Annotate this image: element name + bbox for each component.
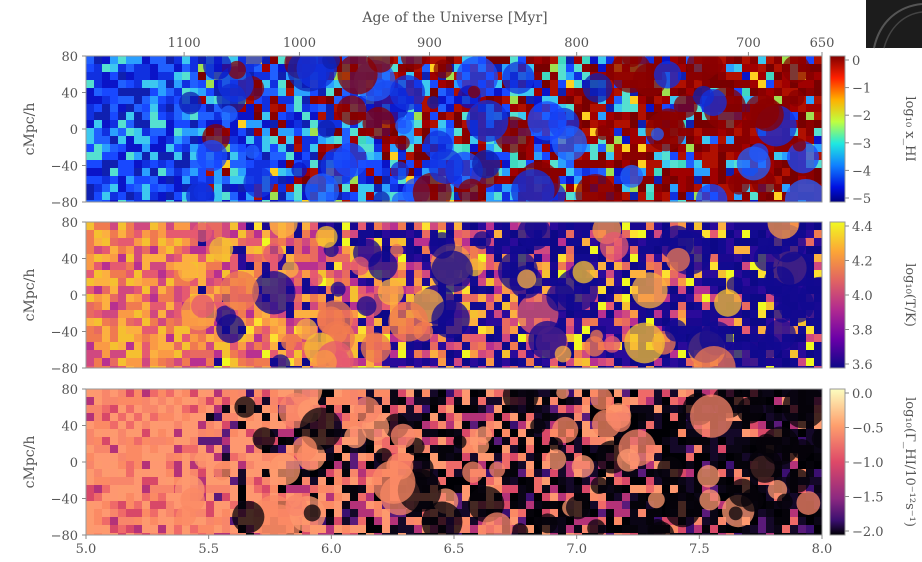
colorbar-tick-label: 4.4 [852, 220, 873, 235]
y-tick-label: 0 [70, 289, 78, 304]
x-tick-label: 6.5 [444, 542, 465, 557]
colorbar-tick-label: 4.0 [852, 289, 873, 304]
top-tick-label: 650 [810, 36, 835, 51]
y-tick-label: 80 [61, 50, 78, 65]
colorbar-label: log₁₀ x_HI [902, 96, 917, 161]
colorbar-2: 4.4 4.2 4.0 3.8 3.6 log₁₀(T/K) [829, 220, 917, 373]
y-tick-label: −40 [51, 326, 78, 341]
colorbar-tick-label: −1 [852, 82, 871, 97]
colorbar-tick-label: 0.0 [852, 387, 873, 402]
y-tick-label: 40 [61, 253, 78, 268]
colorbar-tick-label: −1.5 [852, 491, 884, 506]
y-axis-label: cMpc/h [22, 269, 38, 322]
colorbar-tick-label: −0.5 [852, 422, 884, 437]
y-tick-label: 40 [61, 87, 78, 102]
top-tick-label: 1100 [168, 36, 201, 51]
colorbar-tick-label: −3 [852, 137, 871, 152]
colorbar-label: log₁₀(T/K) [902, 263, 917, 327]
colorbar-tick-label: −4 [852, 164, 871, 179]
top-tick-label: 700 [736, 36, 761, 51]
y-axis-label: cMpc/h [22, 103, 38, 156]
heatmap-panel-1: 80 40 0 −40 −80 cMpc/h 0 −1 −2 −3 −4 −5 log₁₀ x_HI [22, 50, 917, 211]
colorbar-tick-label: 3.6 [852, 358, 873, 373]
colorbar-label: log₁₀(Γ_HI/10⁻¹²s⁻¹) [902, 397, 917, 527]
y-tick-label: −80 [51, 529, 78, 544]
y-tick-label: −40 [51, 160, 78, 175]
top-tick-label: 1000 [283, 36, 316, 51]
top-axis-title: Age of the Universe [Myr] [361, 10, 547, 26]
heatmap-field-2 [86, 222, 822, 368]
top-tick-label: 800 [564, 36, 589, 51]
heatmap-field-1 [86, 56, 822, 202]
y-tick-label: 40 [61, 420, 78, 435]
x-tick-label: 7.0 [566, 542, 587, 557]
heatmap-field-3 [86, 389, 822, 535]
x-tick-label: 7.5 [689, 542, 710, 557]
x-tick-label: 6.0 [321, 542, 342, 557]
y-tick-label: 0 [70, 123, 78, 138]
y-tick-label: 80 [61, 216, 78, 231]
colorbar-tick-label: 4.2 [852, 255, 873, 270]
y-tick-label: −80 [51, 362, 78, 377]
colorbar-tick-label: 0 [852, 54, 860, 69]
colorbar-3: 0.0 −0.5 −1.0 −1.5 −2.0 log₁₀(Γ_HI/10⁻¹²s⁻¹) [829, 387, 917, 540]
colorbar-tick-label: −2.0 [852, 525, 884, 540]
y-tick-label: 80 [61, 383, 78, 398]
colorbar-tick-label: 3.8 [852, 324, 873, 339]
corner-decoration [866, 0, 922, 49]
y-tick-label: −80 [51, 196, 78, 211]
colorbar-tick-label: −2 [852, 109, 871, 124]
heatmap-panel-3: 80 40 0 −40 −80 cMpc/h 0.0 −0.5 −1.0 −1.5 −2.0 log₁… [22, 383, 917, 544]
y-axis-label: cMpc/h [22, 436, 38, 489]
y-tick-label: 0 [70, 456, 78, 471]
x-axis-ticks: 5.0 5.5 6.0 6.5 7.0 7.5 8.0 [76, 535, 833, 557]
x-tick-label: 5.5 [198, 542, 219, 557]
top-axis-ticks: 1100 1000 900 800 700 650 [168, 36, 835, 56]
heatmap-panel-2: 80 40 0 −40 −80 cMpc/h 4.4 4.2 4.0 3.8 3.6 log₁₀(T/… [22, 216, 917, 377]
x-tick-label: 5.0 [76, 542, 97, 557]
top-tick-label: 900 [417, 36, 442, 51]
x-tick-label: 8.0 [812, 542, 833, 557]
colorbar-1: 0 −1 −2 −3 −4 −5 log₁₀ x_HI [829, 54, 917, 207]
colorbar-tick-label: −1.0 [852, 456, 884, 471]
colorbar-tick-label: −5 [852, 192, 871, 207]
y-tick-label: −40 [51, 493, 78, 508]
